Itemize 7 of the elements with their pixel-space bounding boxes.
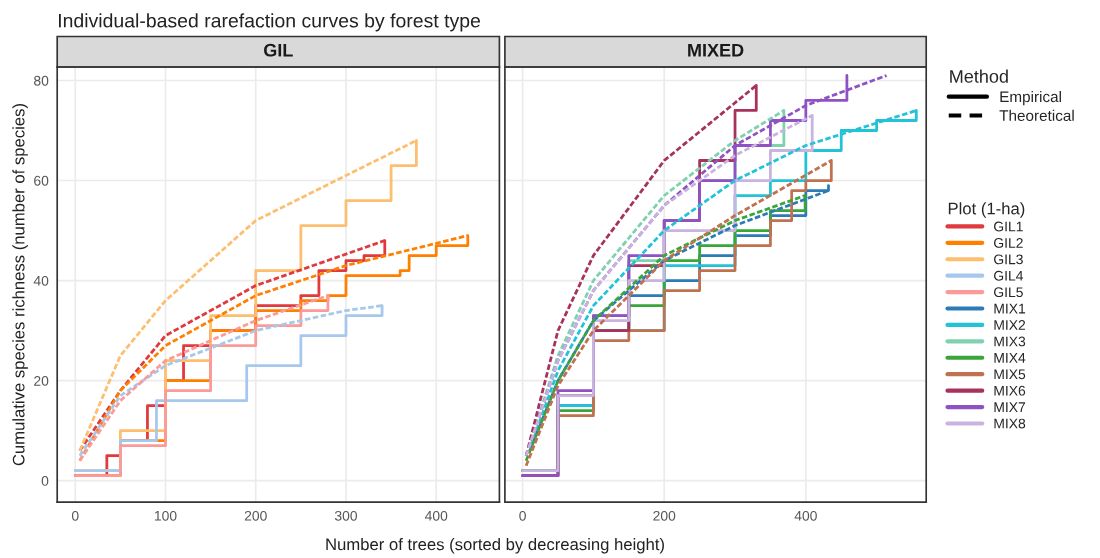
text: Method	[950, 69, 1008, 83]
x-axis-title: Number of trees (sorted by decreasing height)	[326, 538, 664, 554]
chart-title: GIL	[264, 43, 293, 57]
chart-title: MIXED	[688, 43, 744, 57]
text: Individual-based rarefaction curves by forest type	[59, 13, 481, 32]
y-axis-title: Cumulative species richness (number of species)	[12, 104, 28, 466]
legend-title: Plot (1-ha)	[948, 202, 1025, 218]
